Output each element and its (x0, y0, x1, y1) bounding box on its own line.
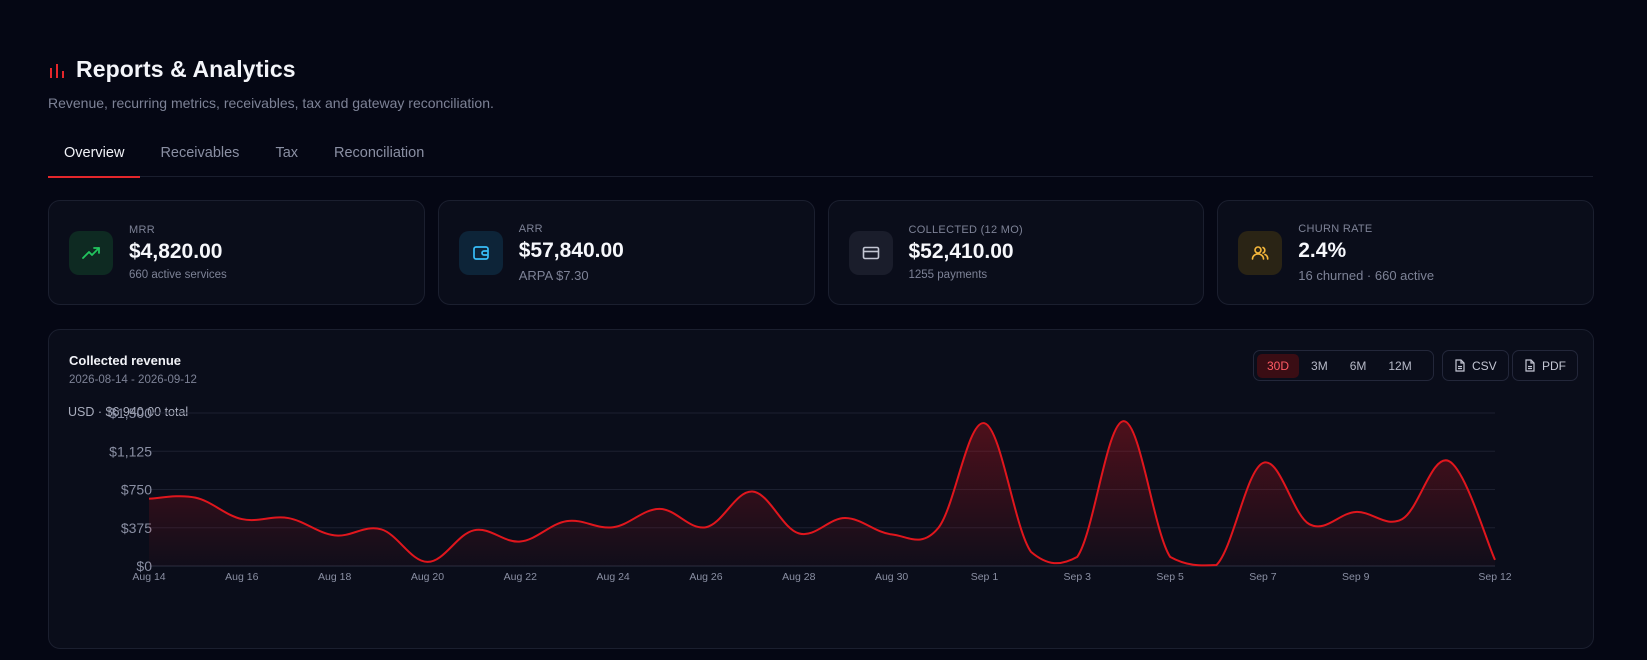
period-3m-button[interactable]: 3M (1311, 358, 1328, 373)
file-icon (1525, 359, 1535, 372)
page-subtitle: Revenue, recurring metrics, receivables,… (48, 95, 494, 111)
x-tick-label: Aug 18 (318, 571, 351, 583)
users-icon (1251, 245, 1269, 260)
kpi-label: MRR (129, 224, 155, 236)
period-selector: 30D 3M 6M 12M (1253, 350, 1434, 381)
period-6m-button[interactable]: 6M (1349, 358, 1367, 373)
kpi-label: CHURN RATE (1298, 222, 1373, 235)
kpi-sub: 16 churned · 660 active (1298, 267, 1435, 283)
pdf-label: PDF (1542, 358, 1566, 373)
x-tick-label: Aug 22 (504, 571, 537, 583)
kpi-sub: 660 active services (129, 269, 227, 281)
bar-chart-icon (50, 63, 64, 78)
x-tick-label: Sep 9 (1342, 571, 1370, 583)
kpi-row: MRR $4,820.00 660 active services ARR $5… (48, 200, 1594, 305)
file-icon (1455, 359, 1465, 372)
wallet-icon (472, 245, 489, 260)
csv-export-button[interactable]: CSV (1442, 350, 1509, 381)
tab-overview[interactable]: Overview (48, 137, 141, 178)
tab-reconciliation[interactable]: Reconciliation (334, 145, 425, 161)
date-range: 2026-08-14 - 2026-09-12 (69, 374, 197, 386)
x-tick-label: Sep 7 (1249, 571, 1277, 583)
x-tick-label: Aug 26 (689, 571, 722, 583)
kpi-icon-box (458, 230, 503, 275)
kpi-label: COLLECTED (12 MO) (908, 224, 1024, 236)
x-tick-label: Sep 3 (1064, 571, 1092, 583)
y-tick-label: $750 (121, 482, 152, 498)
x-tick-label: Aug 24 (596, 571, 629, 583)
tab-tax[interactable]: Tax (275, 145, 299, 161)
kpi-card-arr: ARR $57,840.00 ARPA $7.30 (437, 200, 815, 305)
page-title: Reports & Analytics (76, 56, 296, 82)
revenue-chart: $0 $375 $750 $1,125 $1,500 Aug 14 Aug 16 Aug 1… (109, 405, 1512, 583)
credit-card-icon (862, 246, 879, 259)
kpi-icon-box (848, 230, 893, 275)
kpi-value: 2.4% (1298, 238, 1347, 262)
csv-label: CSV (1472, 358, 1497, 373)
y-tick-label: $1,500 (109, 405, 152, 421)
panel-title: Collected revenue (69, 353, 181, 368)
tab-receivables[interactable]: Receivables (160, 145, 240, 161)
kpi-card-mrr: MRR $4,820.00 660 active services (48, 200, 425, 305)
revenue-line (148, 420, 1496, 567)
kpi-value: $4,820.00 (129, 240, 223, 263)
revenue-panel: Collected revenue 2026-08-14 - 2026-09-1… (48, 329, 1594, 649)
kpi-card-churn: CHURN RATE 2.4% 16 churned · 660 active (1217, 200, 1594, 305)
period-12m-button[interactable]: 12M (1388, 358, 1412, 373)
y-tick-label: $375 (121, 520, 152, 536)
kpi-card-collected: COLLECTED (12 MO) $52,410.00 1255 paymen… (827, 200, 1205, 305)
period-30d-button[interactable]: 30D (1257, 353, 1300, 378)
kpi-sub: 1255 payments (908, 269, 988, 281)
pdf-export-button[interactable]: PDF (1512, 350, 1578, 381)
x-tick-label: Sep 5 (1156, 571, 1184, 583)
y-tick-label: $1,125 (109, 443, 152, 459)
x-tick-label: Aug 30 (875, 571, 908, 583)
x-tick-label: Aug 20 (411, 571, 444, 583)
page-header: Reports & Analytics Revenue, recurring m… (48, 56, 494, 111)
kpi-value: $57,840.00 (518, 238, 624, 262)
kpi-value: $52,410.00 (908, 240, 1014, 263)
revenue-area (149, 421, 1495, 566)
y-tick-label: $0 (136, 558, 152, 574)
kpi-label: ARR (518, 222, 543, 235)
revenue-total: USD · $6,940.00 total (68, 405, 189, 419)
kpi-icon-box (69, 230, 113, 275)
tab-bar: Overview Receivables Tax Reconciliation (48, 137, 1593, 178)
x-tick-label: Aug 16 (225, 571, 258, 583)
trending-up-icon (82, 246, 100, 259)
x-tick-label: Sep 12 (1478, 571, 1511, 583)
kpi-icon-box (1238, 230, 1283, 275)
x-tick-label: Aug 28 (782, 571, 815, 583)
kpi-sub: ARPA $7.30 (518, 267, 589, 283)
x-tick-label: Sep 1 (971, 571, 999, 583)
x-tick-label: Aug 14 (132, 571, 165, 583)
